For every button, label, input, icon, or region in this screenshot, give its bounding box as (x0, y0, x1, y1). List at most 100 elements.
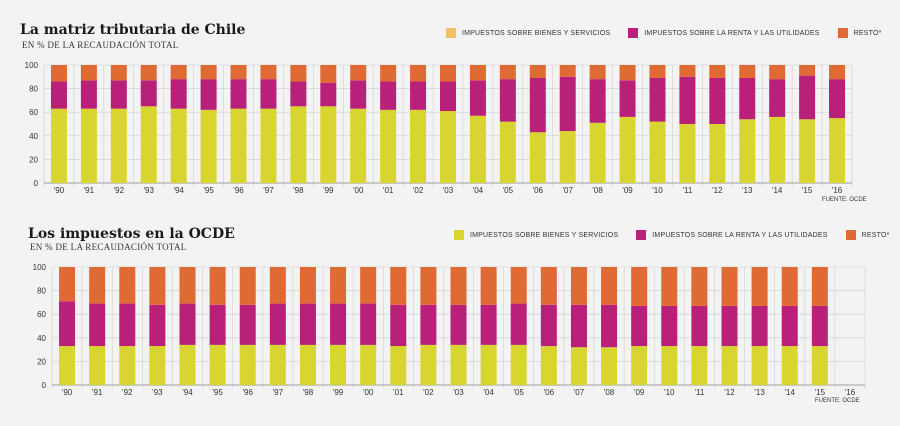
bar-segment-renta (179, 303, 196, 345)
bar-segment-resto (269, 267, 286, 304)
x-tick-label: '08 (592, 186, 603, 195)
bar-segment-bienes (420, 344, 437, 385)
bar-segment-bienes (829, 118, 846, 183)
bar-segment-bienes (320, 106, 337, 183)
bar-segment-resto (290, 65, 307, 82)
y-tick-label: 20 (29, 155, 38, 164)
bar-segment-bienes (769, 116, 786, 183)
bar-segment-bienes (661, 346, 678, 385)
y-tick-label: 60 (37, 310, 46, 319)
x-tick-label: '09 (634, 388, 645, 397)
bar-segment-renta (110, 80, 127, 109)
chile-chart-panel: La matriz tributaria de Chile EN % DE LA… (0, 0, 900, 210)
bar-segment-bienes (360, 344, 377, 385)
bar-segment-bienes (89, 346, 106, 385)
bar-segment-resto (149, 267, 166, 305)
bar-segment-resto (350, 65, 367, 81)
x-tick-label: '14 (785, 388, 796, 397)
bar-segment-renta (119, 303, 136, 347)
bar-segment-renta (510, 303, 527, 345)
bar-segment-renta (661, 305, 678, 347)
bar-segment-resto (299, 267, 316, 304)
bar-segment-resto (769, 65, 786, 80)
x-tick-label: '04 (473, 186, 484, 195)
y-tick-label: 60 (29, 108, 38, 117)
bar-segment-renta (751, 305, 768, 347)
bar-segment-renta (380, 81, 397, 110)
x-tick-label: '02 (413, 186, 424, 195)
bar-segment-renta (239, 304, 256, 345)
bar-segment-bienes (499, 121, 516, 183)
bar-segment-bienes (80, 108, 97, 183)
x-tick-label: '95 (203, 186, 214, 195)
bar-segment-bienes (679, 124, 696, 183)
bar-segment-renta (529, 77, 546, 133)
bar-segment-resto (170, 65, 187, 80)
x-tick-label: '93 (152, 388, 163, 397)
bar-segment-resto (601, 267, 618, 305)
y-tick-label: 40 (29, 132, 38, 141)
bar-segment-bienes (691, 346, 708, 385)
x-tick-label: '01 (393, 388, 404, 397)
bar-segment-resto (619, 65, 636, 81)
bar-segment-renta (631, 305, 648, 347)
bar-segment-resto (499, 65, 516, 80)
bar-segment-resto (260, 65, 277, 80)
x-tick-label: '99 (333, 388, 344, 397)
ocde-chart-panel: Los impuestos en la OCDE EN % DE LA RECA… (0, 212, 900, 426)
chart-source: FUENTE: OCDE (822, 197, 867, 203)
bar-segment-resto (179, 267, 196, 304)
bar-segment-bienes (721, 346, 738, 385)
y-tick-label: 20 (37, 357, 46, 366)
bar-segment-renta (649, 77, 666, 122)
bar-segment-renta (589, 79, 606, 123)
bar-segment-renta (59, 301, 76, 347)
legend-swatch (636, 230, 647, 240)
y-tick-label: 80 (37, 287, 46, 296)
bar-segment-bienes (290, 106, 307, 183)
bar-segment-resto (80, 65, 97, 81)
bar-segment-resto (570, 267, 587, 305)
x-tick-label: '06 (533, 186, 544, 195)
bar-segment-resto (320, 65, 337, 83)
y-tick-label: 100 (33, 263, 47, 272)
x-tick-label: '99 (323, 186, 334, 195)
x-tick-label: '91 (92, 388, 103, 397)
chart-title: La matriz tributaria de Chile (20, 22, 246, 38)
legend-label: RESTO* (861, 231, 890, 239)
bar-segment-bienes (450, 344, 467, 385)
bar-segment-renta (769, 79, 786, 117)
x-tick-label: '04 (483, 388, 494, 397)
bar-segment-resto (360, 267, 377, 304)
bar-segment-bienes (570, 347, 587, 385)
bar-segment-resto (119, 267, 136, 304)
bar-segment-resto (469, 65, 486, 81)
bar-segment-renta (450, 304, 467, 345)
x-tick-label: '92 (114, 186, 125, 195)
legend-swatch (454, 230, 464, 240)
bar-segment-renta (679, 76, 696, 124)
x-tick-label: '08 (604, 388, 615, 397)
bar-segment-resto (721, 267, 738, 306)
x-tick-label: '14 (772, 186, 783, 195)
bar-segment-bienes (709, 124, 726, 183)
legend-label: IMPUESTOS SOBRE LA RENTA Y LAS UTILIDADE… (652, 231, 828, 239)
legend-swatch (845, 230, 856, 240)
bar-segment-renta (360, 303, 377, 345)
bar-segment-bienes (480, 344, 497, 385)
bar-segment-resto (799, 65, 816, 76)
bar-segment-resto (450, 267, 467, 305)
legend-item-resto: RESTO* (837, 28, 882, 38)
legend-swatch (837, 28, 848, 38)
chart-legend: IMPUESTOS SOBRE BIENES Y SERVICIOS IMPUE… (454, 230, 890, 240)
bar-segment-bienes (380, 109, 397, 183)
legend-swatch (628, 28, 639, 38)
x-tick-label: '94 (173, 186, 184, 195)
bar-segment-resto (781, 267, 798, 306)
bar-segment-bienes (230, 108, 247, 183)
bar-segment-bienes (739, 119, 756, 183)
bar-segment-resto (420, 267, 437, 305)
bar-segment-renta (781, 305, 798, 347)
bar-segment-bienes (269, 344, 286, 385)
bar-segment-bienes (559, 131, 576, 183)
